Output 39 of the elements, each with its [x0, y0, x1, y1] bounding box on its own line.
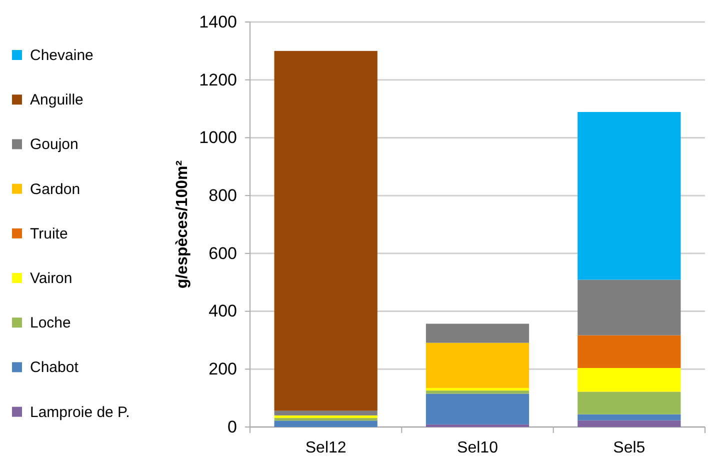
legend-label: Lamproie de P.: [30, 404, 130, 421]
y-axis-title: g/espèces/100m²: [174, 160, 191, 289]
bar: [426, 394, 530, 424]
y-tick-label: 200: [208, 360, 237, 379]
x-tick-label: Sel10: [457, 439, 498, 456]
legend-label: Truite: [30, 225, 68, 242]
bar: [578, 112, 681, 280]
legend-label: Anguille: [30, 92, 84, 109]
x-tick-label: Sel5: [613, 439, 646, 456]
y-tick-label: 1000: [199, 128, 237, 148]
legend-label: Goujon: [30, 136, 78, 154]
bar: [578, 280, 681, 336]
bar: [578, 420, 681, 427]
y-tick-label: 600: [208, 244, 237, 263]
bar: [426, 342, 530, 388]
legend-label: Vairon: [30, 270, 72, 287]
bar: [274, 415, 378, 418]
bar: [578, 414, 681, 420]
bar: [578, 392, 681, 414]
legend-label: Chabot: [30, 359, 80, 376]
bar: [578, 335, 681, 368]
legend-label: Gardon: [30, 180, 80, 198]
y-tick-label: 0: [228, 417, 237, 436]
legend-label: Loche: [30, 314, 71, 332]
bar: [426, 424, 530, 427]
y-tick-label: 1400: [199, 12, 237, 32]
y-tick-label: 1200: [199, 70, 237, 90]
y-tick-label: 400: [208, 302, 237, 321]
y-tick-label: 800: [208, 186, 237, 206]
legend-label: Chevaine: [30, 47, 94, 64]
bar: [274, 420, 378, 427]
bar: [426, 388, 530, 391]
bar: [274, 50, 378, 411]
bar: [578, 368, 681, 392]
bar: [426, 390, 530, 394]
bar: [274, 410, 378, 416]
bar: [274, 418, 378, 421]
bar: [426, 324, 530, 343]
x-tick-label: Sel12: [305, 439, 346, 456]
